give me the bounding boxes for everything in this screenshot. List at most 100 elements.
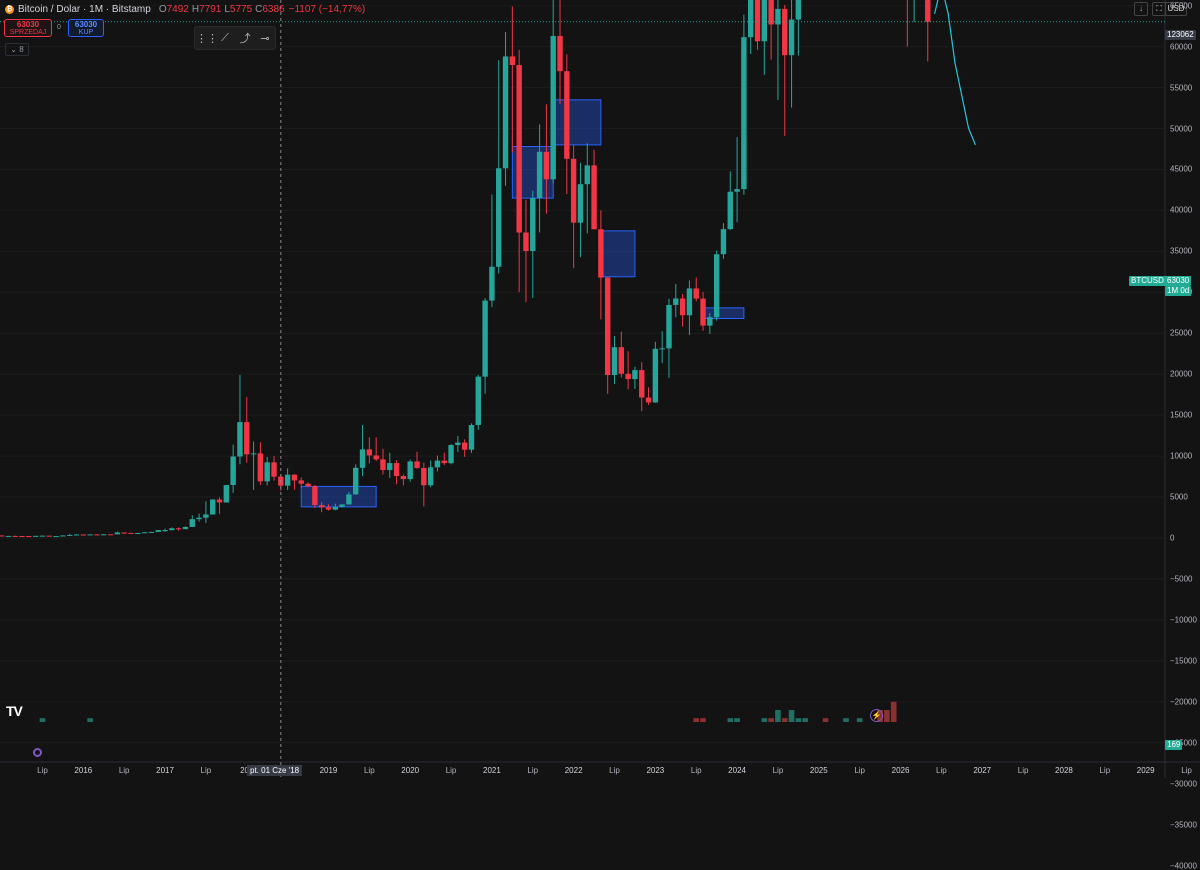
candle-body (203, 514, 209, 518)
candle-body (264, 462, 270, 482)
scroll-down-icon[interactable]: ↓ (1134, 2, 1148, 16)
price-tick-label: 25000 (1170, 328, 1193, 338)
candle-body (734, 189, 740, 192)
candle-body (87, 534, 93, 536)
horizontal-ray-icon[interactable]: ⊸ (260, 32, 270, 45)
last-price-tag: 63030 (1165, 276, 1192, 286)
top-right-controls: ↓ ⛶ (1130, 2, 1166, 16)
sell-button[interactable]: 63030 SPRZEDAJ (4, 19, 52, 37)
candle-body (925, 0, 931, 22)
candle-body (727, 191, 733, 230)
candle-body (795, 0, 802, 20)
candle-body (618, 347, 625, 374)
candle-body (291, 474, 298, 481)
time-tick-label: 2026 (891, 766, 910, 775)
drag-handle-icon[interactable]: ⋮⋮ (196, 32, 218, 45)
candle-body (543, 151, 550, 180)
trend-line-icon[interactable]: ⟋ (221, 31, 229, 44)
time-tick-label: 2021 (483, 766, 501, 775)
candle-body (421, 467, 427, 486)
candle-body (230, 456, 236, 486)
price-tick-label: 65000 (1170, 1, 1193, 11)
time-tick-label: 2017 (156, 766, 174, 775)
candle-body (713, 254, 720, 318)
candle-body (788, 19, 795, 56)
indicators-collapse-button[interactable]: ⌄ 8 (5, 43, 29, 56)
path-tool-icon[interactable]: ⤴ (239, 33, 251, 45)
fullscreen-icon[interactable]: ⛶ (1152, 2, 1166, 16)
countdown-tag: 1M 0d (1165, 286, 1192, 296)
candle-body (19, 535, 25, 537)
candle-body (325, 507, 332, 510)
drawing-toolbar: ⋮⋮ ⟋ ⤴ ⊸ (194, 26, 276, 50)
lightning-icon[interactable]: ⚡ (870, 709, 883, 722)
volume-bar (822, 718, 829, 722)
price-tick-label: 50000 (1170, 124, 1193, 133)
time-tick-label: Lip (609, 766, 620, 775)
time-tick-label: 2016 (74, 766, 93, 775)
candle-body (570, 158, 577, 223)
time-tick-label: Lip (854, 766, 865, 775)
tradingview-logo[interactable]: TV (6, 703, 23, 719)
candle-body (625, 373, 631, 380)
price-tick-label: 60000 (1170, 42, 1193, 52)
volume-bar (788, 709, 795, 722)
volume-bar (693, 718, 700, 722)
candle-body (509, 56, 516, 66)
candle-body (427, 467, 434, 486)
candle-body (223, 485, 230, 503)
buy-button[interactable]: 63030 KUP (68, 19, 104, 37)
candle-body (80, 534, 87, 536)
candle-body (26, 536, 32, 538)
price-tick-label: −20000 (1170, 697, 1197, 707)
projection-line (933, 0, 976, 146)
currency-selector[interactable]: USD (1165, 2, 1187, 16)
candle-body (489, 266, 495, 301)
candle-body (32, 535, 39, 537)
candle-body (339, 504, 345, 507)
candle-body (39, 535, 46, 537)
volume-bar (700, 718, 706, 722)
symbol-tag: BTCUSD (1129, 276, 1166, 286)
volume-bar (39, 718, 46, 722)
candle-body (761, 0, 768, 42)
chevron-down-icon: ⌄ (10, 45, 17, 54)
time-tick-label: 2022 (564, 766, 583, 775)
time-tick-label: 2023 (646, 766, 665, 775)
time-tick-label: Lip (37, 766, 48, 775)
price-tick-label: 40000 (1170, 205, 1193, 215)
time-tick-label: Lip (1017, 766, 1029, 775)
symbol-header: ₿ Bitcoin / Dolar · 1M · Bitstamp O 7492 … (5, 3, 366, 15)
settings-icon[interactable] (33, 748, 42, 757)
candle-body (693, 288, 699, 299)
price-chart[interactable] (0, 0, 1200, 778)
candle-body (536, 151, 543, 199)
time-tick-label: 2029 (1136, 766, 1155, 775)
price-tick-label: −25000 (1170, 738, 1197, 748)
price-tick-label: 45000 (1170, 164, 1193, 174)
candle-body (244, 422, 250, 455)
symbol-title[interactable]: Bitcoin / Dolar · 1M · Bitstamp (18, 3, 151, 15)
candle-body (12, 535, 18, 537)
candle-body (652, 348, 659, 403)
candle-body (128, 532, 134, 534)
candle-body (441, 460, 447, 464)
candle-body (659, 348, 665, 350)
time-tick-label: 2025 (809, 766, 828, 775)
price-tick-label: 5000 (1170, 492, 1188, 502)
candle-body (516, 65, 522, 233)
candle-body (148, 531, 155, 533)
bitcoin-icon: ₿ (5, 4, 14, 14)
time-tick-label: Lip (445, 766, 457, 775)
demand-zone (702, 307, 745, 320)
candle-body (353, 467, 359, 495)
open-value: 7492 (166, 3, 189, 15)
candle-body (611, 347, 618, 376)
candle-body (257, 453, 264, 482)
candle-body (686, 288, 693, 316)
time-tick-label: 2020 (401, 766, 420, 775)
volume-bar (768, 718, 774, 722)
time-tick-label: 2027 (973, 766, 992, 775)
candle-body (346, 494, 352, 505)
price-tick-label: 0 (1170, 533, 1175, 543)
